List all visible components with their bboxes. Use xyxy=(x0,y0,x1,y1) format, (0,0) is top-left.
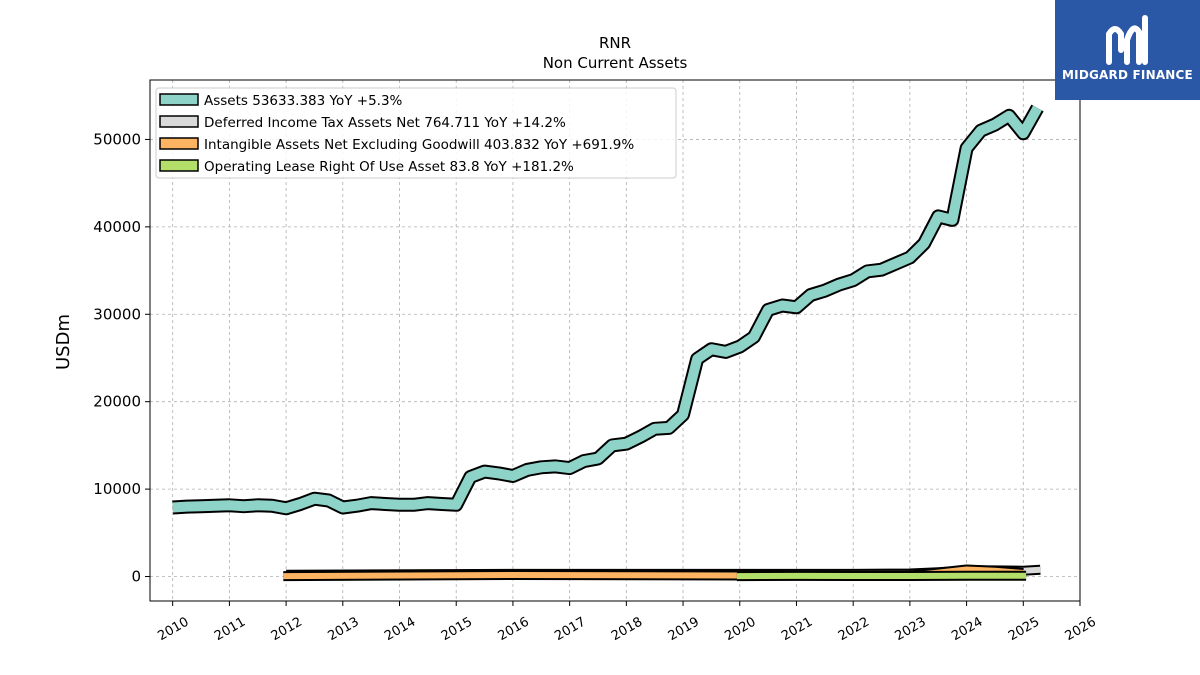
x-tick-label: 2011 xyxy=(212,615,248,645)
x-tick-label: 2023 xyxy=(893,615,929,645)
x-tick-label: 2020 xyxy=(722,615,758,645)
x-tick-label: 2014 xyxy=(382,615,418,645)
legend-label: Operating Lease Right Of Use Asset 83.8 … xyxy=(204,159,574,175)
legend-swatch xyxy=(159,137,199,150)
legend-label: Intangible Assets Net Excluding Goodwill… xyxy=(204,137,634,153)
series-line xyxy=(172,105,1042,514)
y-tick-label: 50000 xyxy=(93,130,141,148)
x-tick-label: 2017 xyxy=(552,615,588,645)
chart-title: RNR xyxy=(599,34,631,52)
y-tick-label: 20000 xyxy=(93,393,141,411)
series-layer xyxy=(172,104,1044,582)
plot-frame xyxy=(149,79,1081,602)
x-tick-label: 2026 xyxy=(1063,615,1099,645)
legend-label: Deferred Income Tax Assets Net 764.711 Y… xyxy=(204,115,566,131)
legend-swatch xyxy=(159,115,199,128)
y-tick-label: 0 xyxy=(131,568,141,586)
x-tick-label: 2016 xyxy=(496,615,532,645)
x-tick-label: 2025 xyxy=(1006,615,1042,645)
y-axis-label: USDm xyxy=(53,314,74,370)
chart-subtitle: Non Current Assets xyxy=(543,54,688,72)
x-tick-label: 2021 xyxy=(779,615,815,645)
x-tick-label: 2019 xyxy=(666,615,702,645)
logo-mark-icon xyxy=(1106,15,1148,65)
legend-box xyxy=(155,87,677,179)
y-tick-label: 30000 xyxy=(93,305,141,323)
x-tick-label: 2010 xyxy=(155,615,191,645)
legend: Assets 53633.383 YoY +5.3% Deferred Incom… xyxy=(155,87,677,179)
x-tick-label: 2015 xyxy=(439,615,475,645)
y-tick-label: 40000 xyxy=(93,218,141,236)
legend-swatch xyxy=(159,93,199,106)
x-tick-label: 2013 xyxy=(325,615,361,645)
y-tick-label: 10000 xyxy=(93,480,141,498)
logo-text: MIDGARD FINANCE xyxy=(1062,68,1193,82)
legend-swatch xyxy=(159,159,199,172)
x-tick-label: 2018 xyxy=(609,615,645,645)
midgard-finance-logo: MIDGARD FINANCE xyxy=(1055,0,1200,100)
x-tick-label: 2012 xyxy=(269,615,305,645)
legend-label: Assets 53633.383 YoY +5.3% xyxy=(204,93,403,109)
x-tick-label: 2022 xyxy=(836,615,872,645)
x-tick-label: 2024 xyxy=(949,615,985,645)
